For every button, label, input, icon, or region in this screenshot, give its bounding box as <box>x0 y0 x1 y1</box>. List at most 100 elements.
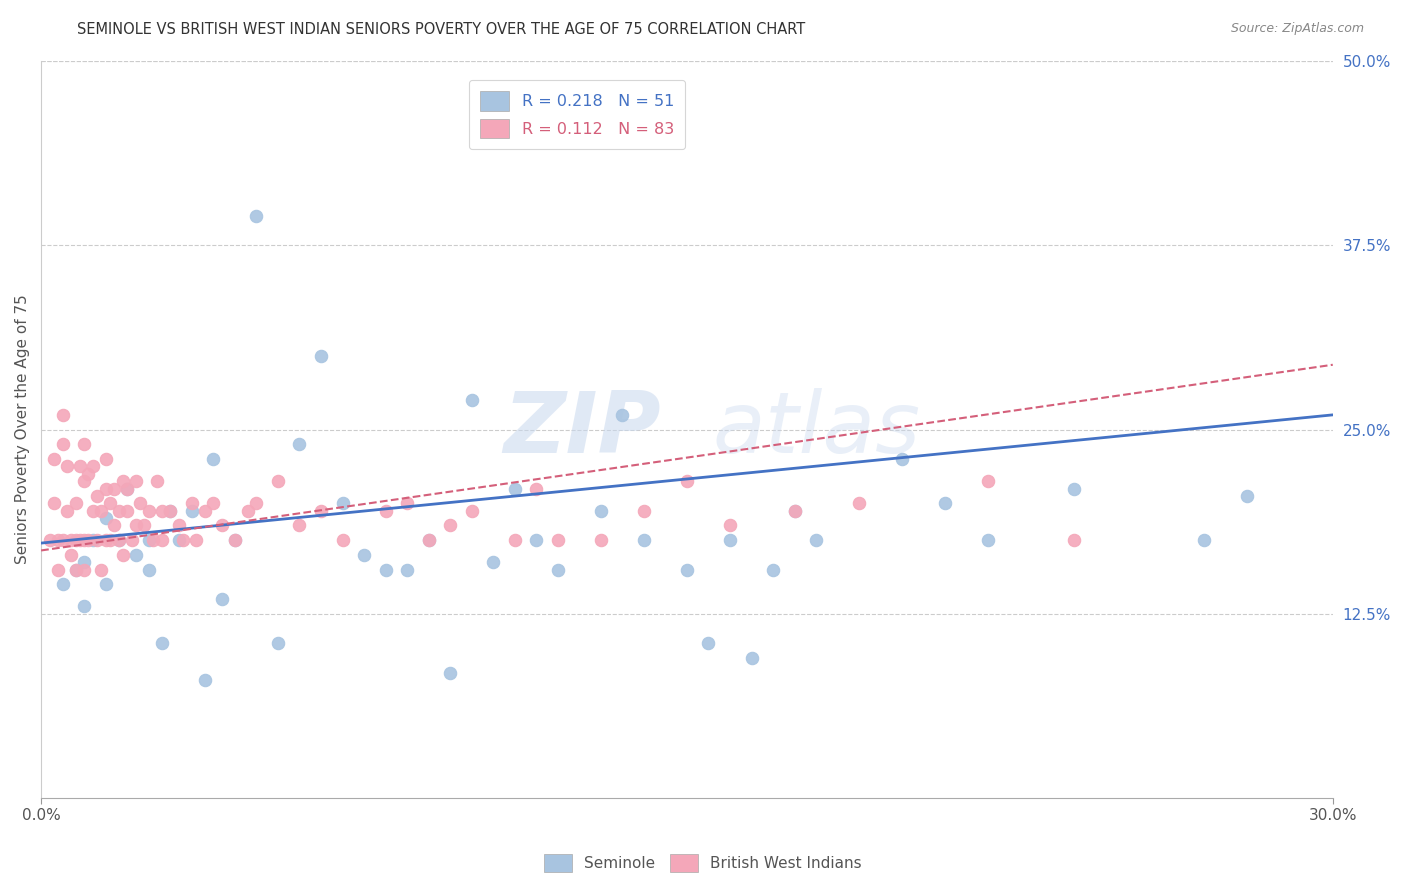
Point <box>460 393 482 408</box>
Point <box>374 503 396 517</box>
Point <box>202 452 225 467</box>
Point <box>804 533 827 548</box>
Point <box>224 533 246 548</box>
Point <box>73 437 96 451</box>
Point <box>107 533 129 548</box>
Point <box>90 563 112 577</box>
Point <box>73 474 96 488</box>
Point <box>676 563 699 577</box>
Point <box>309 349 332 363</box>
Point <box>46 533 69 548</box>
Point <box>65 563 87 577</box>
Point <box>150 636 173 650</box>
Point <box>1063 482 1085 496</box>
Point <box>977 474 1000 488</box>
Point <box>374 563 396 577</box>
Point <box>211 592 233 607</box>
Point <box>612 408 634 422</box>
Legend: Seminole, British West Indians: Seminole, British West Indians <box>537 846 869 880</box>
Point <box>524 482 547 496</box>
Point <box>125 548 148 562</box>
Point <box>524 533 547 548</box>
Point <box>52 577 75 591</box>
Point <box>172 533 194 548</box>
Point <box>94 533 117 548</box>
Point <box>52 533 75 548</box>
Text: Source: ZipAtlas.com: Source: ZipAtlas.com <box>1230 22 1364 36</box>
Point <box>676 474 699 488</box>
Point <box>267 636 290 650</box>
Point <box>1063 533 1085 548</box>
Point <box>439 665 461 680</box>
Point <box>90 503 112 517</box>
Point <box>73 533 96 548</box>
Point <box>60 548 83 562</box>
Legend: R = 0.218   N = 51, R = 0.112   N = 83: R = 0.218 N = 51, R = 0.112 N = 83 <box>470 80 685 150</box>
Point <box>150 503 173 517</box>
Point <box>718 533 741 548</box>
Point <box>56 459 79 474</box>
Point <box>211 518 233 533</box>
Point <box>180 496 202 510</box>
Point <box>762 563 785 577</box>
Point <box>146 474 169 488</box>
Text: SEMINOLE VS BRITISH WEST INDIAN SENIORS POVERTY OVER THE AGE OF 75 CORRELATION C: SEMINOLE VS BRITISH WEST INDIAN SENIORS … <box>77 22 806 37</box>
Point <box>245 496 267 510</box>
Point <box>934 496 956 510</box>
Y-axis label: Seniors Poverty Over the Age of 75: Seniors Poverty Over the Age of 75 <box>15 294 30 565</box>
Point <box>309 503 332 517</box>
Point <box>65 496 87 510</box>
Point <box>439 518 461 533</box>
Point <box>236 503 259 517</box>
Point <box>288 437 311 451</box>
Point <box>194 503 217 517</box>
Point <box>52 437 75 451</box>
Point <box>482 555 505 569</box>
Point <box>125 518 148 533</box>
Point <box>115 482 138 496</box>
Point <box>396 563 419 577</box>
Point <box>245 209 267 223</box>
Point <box>94 577 117 591</box>
Point <box>73 555 96 569</box>
Point <box>977 533 1000 548</box>
Point <box>98 496 121 510</box>
Point <box>783 503 806 517</box>
Point <box>418 533 440 548</box>
Point <box>138 533 160 548</box>
Point <box>73 599 96 614</box>
Point <box>94 452 117 467</box>
Point <box>107 533 129 548</box>
Point <box>77 467 100 481</box>
Point <box>224 533 246 548</box>
Point <box>460 503 482 517</box>
Point <box>783 503 806 517</box>
Point <box>1192 533 1215 548</box>
Point <box>547 563 569 577</box>
Point <box>94 482 117 496</box>
Point <box>332 533 354 548</box>
Point <box>202 496 225 510</box>
Point <box>115 482 138 496</box>
Point <box>52 408 75 422</box>
Point <box>138 503 160 517</box>
Point <box>82 459 104 474</box>
Point <box>65 533 87 548</box>
Point <box>98 533 121 548</box>
Point <box>111 548 134 562</box>
Point <box>86 489 108 503</box>
Point <box>589 503 612 517</box>
Point <box>65 563 87 577</box>
Point <box>184 533 207 548</box>
Point <box>103 518 125 533</box>
Point <box>73 563 96 577</box>
Point <box>180 503 202 517</box>
Point <box>107 503 129 517</box>
Point <box>46 563 69 577</box>
Point <box>82 503 104 517</box>
Point <box>142 533 165 548</box>
Point <box>103 482 125 496</box>
Point <box>418 533 440 548</box>
Point <box>82 533 104 548</box>
Point <box>38 533 60 548</box>
